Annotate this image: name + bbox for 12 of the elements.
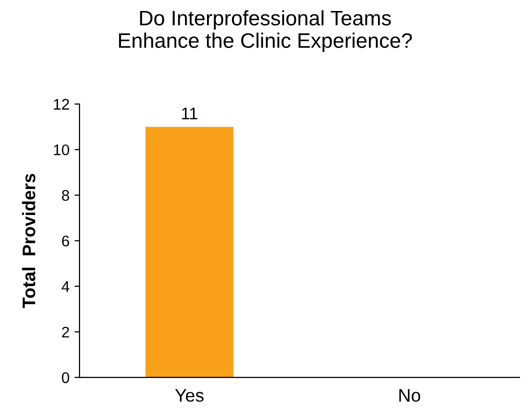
y-axis-title: Total Providers xyxy=(22,174,36,308)
y-tick-label: 2 xyxy=(62,326,70,338)
y-tick-label: 0 xyxy=(62,372,70,384)
y-tick-label: 12 xyxy=(54,98,70,110)
chart-title: Do Interprofessional Teams Enhance the Clinic Experience? xyxy=(119,10,412,52)
x-tick-label: No xyxy=(399,389,420,402)
y-tick-label: 6 xyxy=(62,236,70,246)
y-tick-label: 4 xyxy=(62,281,70,292)
x-tick-label: Yes xyxy=(175,389,204,402)
data-label: 11 xyxy=(182,108,198,120)
y-tick-label: 8 xyxy=(62,190,70,201)
y-tick-label: 10 xyxy=(54,144,70,156)
